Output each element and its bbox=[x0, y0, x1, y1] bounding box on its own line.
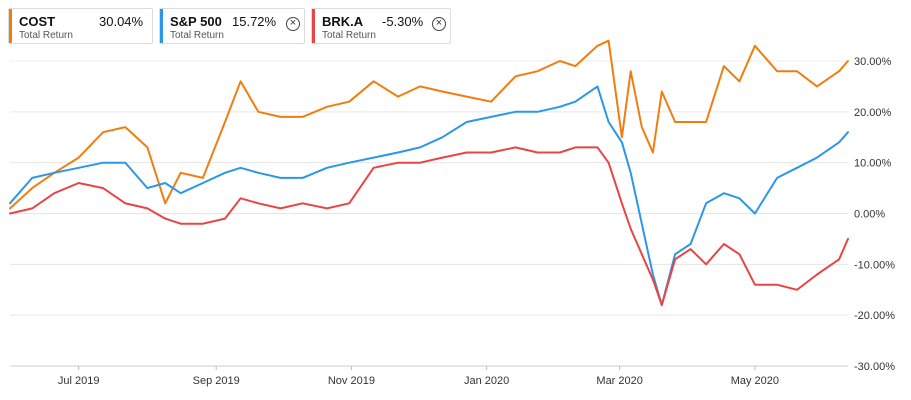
y-tick-label: 30.00% bbox=[854, 56, 892, 68]
y-tick-label: -30.00% bbox=[854, 361, 895, 373]
legend-symbol: COST bbox=[19, 14, 56, 29]
series-color-bar bbox=[9, 9, 12, 43]
x-tick-label: Jul 2019 bbox=[58, 375, 100, 387]
series-line-cost[interactable] bbox=[9, 39, 849, 210]
legend-symbol: S&P 500 bbox=[170, 14, 222, 29]
x-tick-label: Mar 2020 bbox=[596, 375, 642, 387]
y-tick-label: -20.00% bbox=[854, 310, 895, 322]
legend-card-sp500[interactable]: S&P 500 15.72% Total Return × bbox=[159, 8, 305, 44]
legend-return-value: 30.04% bbox=[99, 14, 144, 29]
x-axis-tick-labels: Jul 2019 Sep 2019 Nov 2019 Jan 2020 Mar 2020… bbox=[10, 365, 848, 387]
legend-return-label: Total Return bbox=[170, 30, 224, 41]
legend-symbol: BRK.A bbox=[322, 14, 364, 29]
legend-card-brka[interactable]: BRK.A -5.30% Total Return × bbox=[311, 8, 451, 44]
legend-card-cost[interactable]: COST 30.04% Total Return bbox=[8, 8, 153, 44]
x-tick-label: Nov 2019 bbox=[328, 375, 375, 387]
legend: COST 30.04% Total Return S&P 500 15.72% … bbox=[8, 8, 451, 44]
x-tick-label: Jan 2020 bbox=[464, 375, 509, 387]
legend-return-label: Total Return bbox=[322, 30, 376, 41]
series-line-s-p-500[interactable] bbox=[9, 85, 849, 306]
close-icon[interactable]: × bbox=[286, 17, 300, 31]
legend-return-value: -5.30% bbox=[382, 14, 424, 29]
x-tick-label: May 2020 bbox=[731, 375, 779, 387]
y-axis-tick-labels: 30.00% 20.00% 10.00% 0.00% -10.00% -20.00% -30… bbox=[854, 56, 895, 373]
series-color-bar bbox=[312, 9, 315, 43]
y-tick-label: 10.00% bbox=[854, 158, 892, 170]
series-line-brk-a[interactable] bbox=[9, 146, 849, 306]
grid-lines bbox=[10, 60, 848, 367]
close-icon[interactable]: × bbox=[432, 17, 446, 31]
x-tick-label: Sep 2019 bbox=[193, 375, 240, 387]
legend-return-value: 15.72% bbox=[232, 14, 277, 29]
series-color-bar bbox=[160, 9, 163, 43]
y-tick-label: 20.00% bbox=[854, 107, 892, 119]
series-lines[interactable] bbox=[9, 39, 849, 306]
y-tick-label: 0.00% bbox=[854, 209, 885, 221]
y-tick-label: -10.00% bbox=[854, 259, 895, 271]
legend-return-label: Total Return bbox=[19, 30, 73, 41]
